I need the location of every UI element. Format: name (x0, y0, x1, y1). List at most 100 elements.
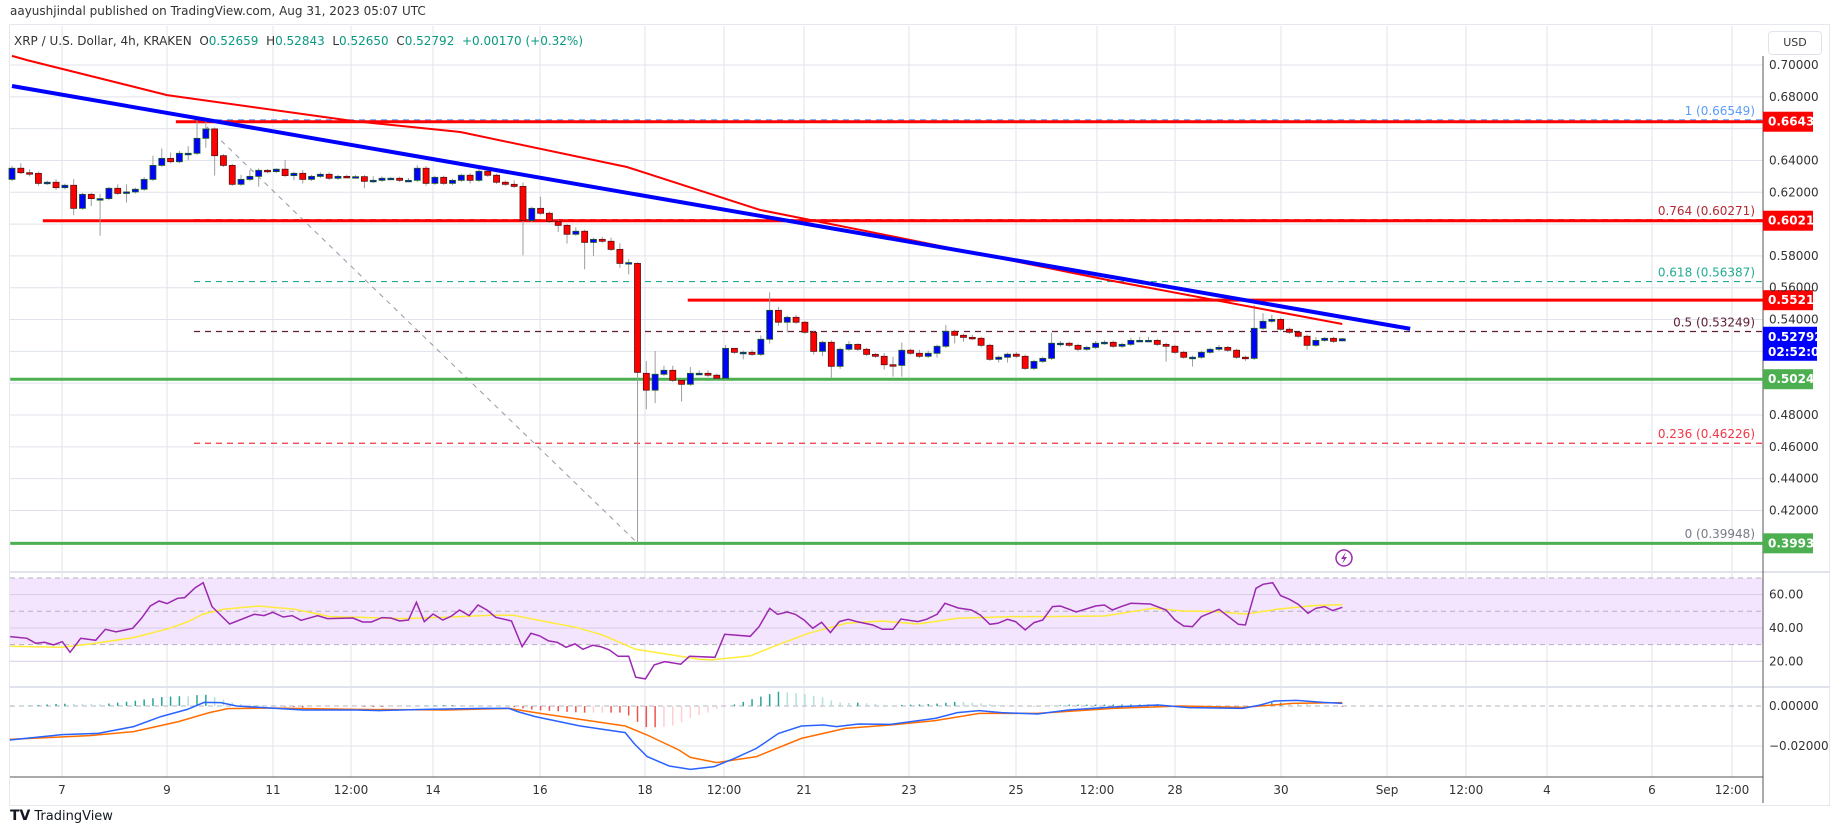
tradingview-logo[interactable]: TV TradingView (10, 808, 113, 824)
candle-up (898, 349, 906, 366)
fib-label-0.618: 0.618 (0.56387) (1658, 266, 1755, 280)
candle-up (149, 164, 157, 180)
candle-down (211, 128, 219, 157)
candle-up (96, 198, 104, 201)
price-label-box (1763, 210, 1813, 231)
candle-down (1233, 349, 1240, 358)
candle-down (907, 349, 915, 354)
time-tick: 18 (637, 783, 652, 797)
fib-label-1: 1 (0.66549) (1685, 104, 1755, 118)
candle-up (1338, 338, 1346, 342)
candle-down (114, 187, 122, 194)
rsi-line (10, 581, 1343, 680)
candle-up (924, 352, 932, 357)
candle-down (563, 224, 571, 235)
macd-line (9, 699, 1343, 771)
candle-up (431, 176, 439, 184)
candle-down (1242, 356, 1249, 360)
candle-down (167, 157, 174, 163)
time-tick: Sep (1376, 783, 1399, 797)
candle-down (519, 185, 527, 221)
candle-down (642, 372, 650, 391)
candle-down (396, 177, 404, 181)
candle-down (1171, 345, 1179, 353)
price-label: 0.39934 (1768, 536, 1823, 550)
candle-down (1224, 346, 1232, 351)
macd-signal-line (9, 701, 1343, 764)
candle-down (669, 369, 677, 381)
candle-up (387, 177, 395, 181)
low-label: L (332, 34, 340, 48)
candle-down (1180, 351, 1188, 358)
candle-up (783, 316, 791, 323)
candle-down (871, 353, 879, 357)
candle-down (484, 170, 492, 176)
open-value: 0.52659 (208, 34, 259, 48)
rsi-tick: 60.00 (1769, 588, 1803, 602)
fib-label-0.236: 0.236 (0.46226) (1658, 427, 1755, 441)
candle-up (193, 137, 201, 154)
candle-down (1294, 331, 1302, 337)
time-tick: 11 (265, 783, 280, 797)
candle-up (237, 178, 245, 185)
candle-down (501, 181, 509, 185)
candle-down (537, 207, 544, 214)
candle-up (590, 238, 597, 243)
candle-up (625, 262, 633, 265)
candle-up (1030, 360, 1038, 369)
candle-down (977, 337, 985, 346)
time-tick: 6 (1648, 783, 1656, 797)
candle-up (1312, 339, 1320, 346)
horizontal-levels[interactable]: 0.66435 0.60212 0.55217 0.50249 0.39934 (10, 111, 1823, 554)
price-label-box (1763, 111, 1813, 132)
candle-up (942, 330, 950, 347)
time-tick: 28 (1167, 783, 1182, 797)
axes: 0.70000 0.68000 0.64000 0.62000 0.58000 0.560… (58, 58, 1829, 797)
candle-down (35, 172, 42, 184)
price-tick: 0.70000 (1769, 58, 1819, 72)
candle-up (378, 177, 386, 181)
candle-up (651, 373, 659, 391)
candle-down (228, 164, 236, 185)
candle-up (1197, 351, 1205, 358)
macd-tick: 0.00000 (1769, 699, 1819, 713)
candle-up (475, 170, 483, 181)
candle-down (1277, 318, 1285, 330)
candle-down (1162, 343, 1170, 347)
lightning-icon[interactable] (1335, 549, 1353, 567)
symbol-name[interactable]: XRP / U.S. Dollar, 4h, KRAKEN (14, 34, 192, 48)
candle-down (325, 173, 333, 179)
price-label-box (1763, 369, 1813, 390)
price-label: 0.50249 (1768, 372, 1823, 386)
price-tick: 0.62000 (1769, 185, 1819, 199)
candle-down (510, 183, 518, 187)
candle-down (678, 379, 685, 385)
candle-down (889, 364, 897, 367)
candle-up (836, 348, 844, 367)
time-tick: 9 (163, 783, 171, 797)
candle-up (290, 172, 298, 176)
open-label: O (199, 34, 209, 48)
candle-down (731, 347, 738, 353)
currency-button[interactable]: USD (1768, 31, 1822, 55)
time-tick: 21 (796, 783, 811, 797)
price-label-box (1763, 533, 1813, 554)
candle-up (79, 193, 86, 209)
candle-down (1012, 353, 1020, 357)
price-label: 0.55217 (1768, 293, 1823, 307)
fib-label-0: 0 (0.39948) (1685, 527, 1755, 541)
candle-down (220, 155, 227, 166)
price-tick: 0.58000 (1769, 249, 1819, 263)
candle-down (616, 248, 624, 264)
candle-up (457, 174, 465, 181)
rsi-tick: 20.00 (1769, 654, 1803, 668)
candle-up (686, 372, 694, 385)
candle-up (405, 179, 412, 183)
candle-down (810, 331, 818, 352)
change-value: +0.00170 (+0.32%) (461, 34, 583, 48)
candle-up (316, 173, 324, 177)
candle-down (916, 352, 923, 357)
price-tick: 0.42000 (1769, 503, 1819, 517)
